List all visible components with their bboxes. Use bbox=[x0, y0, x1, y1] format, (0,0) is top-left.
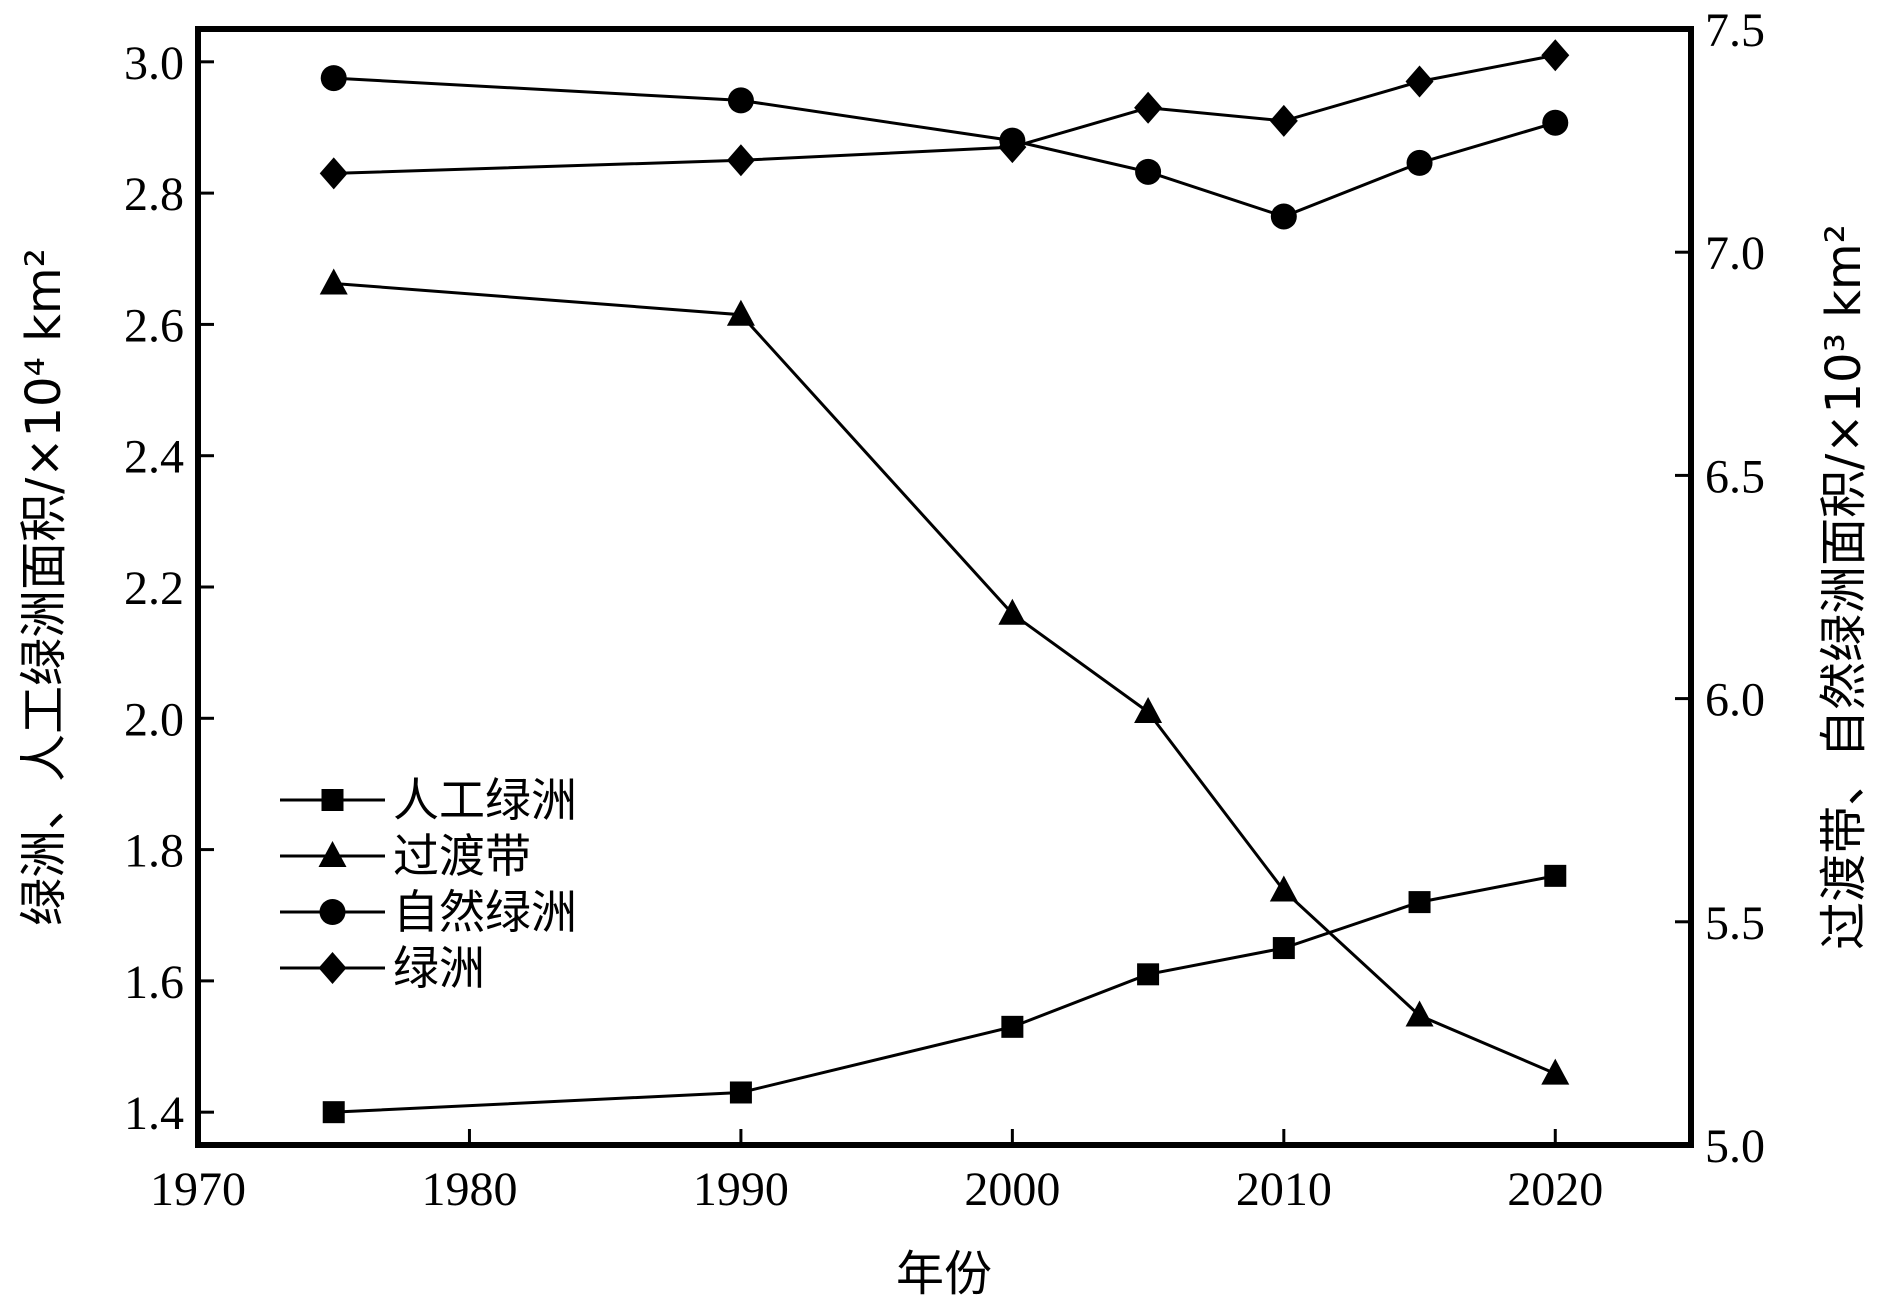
data-point-diamond bbox=[998, 131, 1027, 164]
series-line bbox=[333, 76, 1556, 219]
legend-marker-triangle bbox=[318, 841, 347, 867]
data-point-square bbox=[1001, 1015, 1024, 1038]
series-0 bbox=[322, 864, 1567, 1124]
x-tick-label: 2000 bbox=[964, 1163, 1060, 1216]
legend-item: 过渡带 bbox=[280, 829, 531, 883]
data-point-circle bbox=[1542, 109, 1569, 136]
legend-marker-circle bbox=[319, 899, 346, 925]
y-left-tick-label: 1.6 bbox=[124, 956, 184, 1009]
data-point-diamond bbox=[1134, 91, 1163, 124]
data-point-triangle bbox=[726, 299, 755, 326]
legend-label: 自然绿洲 bbox=[393, 885, 577, 939]
series-line bbox=[333, 281, 1556, 1075]
y-axis-left: 1.4 1.6 1.8 2.0 2.2 2.4 2.6 2.8 3.0 bbox=[124, 37, 214, 1140]
data-point-diamond bbox=[1541, 39, 1570, 72]
data-point-triangle bbox=[1541, 1058, 1570, 1085]
series-layer bbox=[319, 39, 1570, 1124]
data-point-circle bbox=[727, 87, 754, 114]
data-point-square bbox=[729, 1081, 752, 1104]
series-3 bbox=[319, 39, 1570, 190]
data-point-circle bbox=[320, 65, 347, 92]
y-right-tick-label: 6.5 bbox=[1705, 450, 1765, 503]
data-point-triangle bbox=[1269, 875, 1298, 902]
data-point-triangle bbox=[1134, 696, 1163, 723]
data-point-circle bbox=[1135, 158, 1162, 185]
legend-label: 过渡带 bbox=[393, 829, 531, 883]
y-right-tick-label: 5.5 bbox=[1705, 897, 1765, 950]
x-axis-title: 年份 bbox=[896, 1246, 992, 1302]
data-point-square bbox=[1272, 937, 1295, 960]
legend-item: 自然绿洲 bbox=[280, 885, 577, 939]
data-point-triangle bbox=[319, 268, 348, 295]
y-left-tick-label: 1.8 bbox=[124, 825, 184, 878]
data-point-square bbox=[1544, 864, 1567, 887]
data-point-circle bbox=[1270, 203, 1297, 230]
y-right-tick-label: 7.0 bbox=[1705, 227, 1765, 280]
x-axis: 1970 1980 1990 2000 2010 2020 bbox=[150, 1129, 1603, 1216]
data-point-triangle bbox=[1405, 1000, 1434, 1027]
data-point-diamond bbox=[1269, 104, 1298, 137]
series-line bbox=[333, 53, 1556, 175]
x-tick-label: 2010 bbox=[1236, 1163, 1332, 1216]
y-right-tick-label: 5.0 bbox=[1705, 1120, 1765, 1173]
data-point-diamond bbox=[1405, 65, 1434, 98]
x-tick-label: 1990 bbox=[693, 1163, 789, 1216]
data-point-diamond bbox=[319, 157, 348, 190]
y-left-tick-label: 2.4 bbox=[124, 431, 184, 484]
x-tick-label: 2020 bbox=[1507, 1163, 1603, 1216]
data-point-circle bbox=[1406, 149, 1433, 176]
series-1 bbox=[319, 268, 1570, 1085]
y-left-tick-label: 2.0 bbox=[124, 693, 184, 746]
legend-marker-diamond bbox=[318, 952, 347, 984]
legend-label: 绿洲 bbox=[393, 941, 485, 995]
data-point-square bbox=[322, 1101, 345, 1124]
y-left-tick-label: 2.2 bbox=[124, 562, 184, 615]
legend-item: 绿洲 bbox=[280, 941, 485, 995]
y-left-tick-label: 2.8 bbox=[124, 168, 184, 221]
series-2 bbox=[320, 65, 1569, 230]
y-right-tick-label: 7.5 bbox=[1705, 4, 1765, 57]
y-axis-right-title: 过渡带、自然绿洲面积/×10³ km² bbox=[1816, 224, 1872, 950]
y-left-tick-label: 3.0 bbox=[124, 37, 184, 90]
x-tick-label: 1970 bbox=[150, 1163, 246, 1216]
y-right-tick-label: 6.0 bbox=[1705, 674, 1765, 727]
data-point-square bbox=[1408, 891, 1431, 914]
y-axis-right: 5.0 5.5 6.0 6.5 7.0 7.5 bbox=[1675, 4, 1765, 1173]
data-point-square bbox=[1137, 963, 1160, 986]
y-left-tick-label: 1.4 bbox=[124, 1087, 184, 1140]
data-point-triangle bbox=[998, 598, 1027, 625]
y-left-tick-label: 2.6 bbox=[124, 299, 184, 352]
x-tick-label: 1980 bbox=[421, 1163, 517, 1216]
legend-item: 人工绿洲 bbox=[280, 773, 577, 827]
legend-marker-square bbox=[321, 789, 344, 811]
legend-label: 人工绿洲 bbox=[393, 773, 577, 827]
data-point-diamond bbox=[726, 144, 755, 177]
y-axis-left-title: 绿洲、人工绿洲面积/×10⁴ km² bbox=[16, 248, 72, 926]
